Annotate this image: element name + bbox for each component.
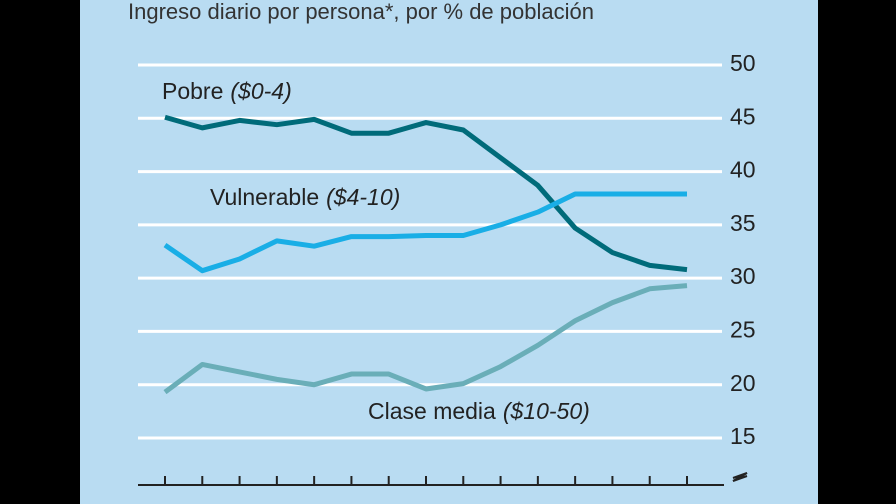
panel — [80, 0, 818, 504]
series-line — [163, 191, 687, 274]
series-range: ($10-50) — [503, 398, 590, 424]
series-name: Clase media — [368, 398, 496, 424]
y-tick-label: 50 — [730, 50, 756, 76]
y-tick-label: 35 — [730, 210, 756, 236]
series-label: Pobre ($0-4) — [162, 78, 292, 104]
series-line — [164, 114, 688, 273]
y-tick-label: 45 — [730, 103, 756, 129]
axis-break — [732, 472, 748, 482]
series-name: Vulnerable — [210, 184, 319, 210]
y-tick-label: 20 — [730, 370, 756, 396]
y-tick-label: 25 — [730, 317, 756, 343]
series-label: Clase media ($10-50) — [368, 398, 590, 424]
series-range: ($4-10) — [326, 184, 400, 210]
chart-title: Ingreso diario por persona*, por % de po… — [128, 0, 594, 24]
series-line — [163, 283, 688, 395]
series-label: Vulnerable ($4-10) — [210, 184, 400, 210]
y-tick-label: 30 — [730, 263, 756, 289]
y-tick-label: 40 — [730, 157, 756, 183]
y-tick-label: 15 — [730, 423, 756, 449]
series-name: Pobre — [162, 78, 223, 104]
series-range: ($0-4) — [230, 78, 291, 104]
